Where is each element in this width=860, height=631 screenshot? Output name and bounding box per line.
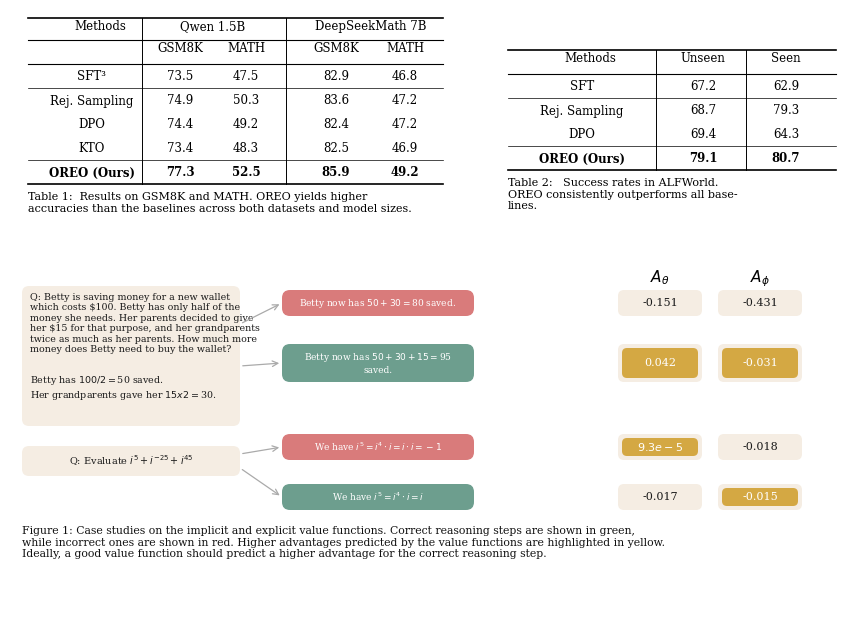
- Text: MATH: MATH: [386, 42, 424, 55]
- Text: 79.1: 79.1: [689, 153, 717, 165]
- FancyBboxPatch shape: [718, 434, 802, 460]
- FancyBboxPatch shape: [22, 286, 240, 426]
- Text: Seen: Seen: [771, 52, 801, 65]
- Text: Q: Evaluate $i^5 + i^{-25} + i^{45}$: Q: Evaluate $i^5 + i^{-25} + i^{45}$: [69, 454, 194, 468]
- Text: OREO (Ours): OREO (Ours): [539, 153, 625, 165]
- Text: 83.6: 83.6: [323, 95, 349, 107]
- Text: Betty has $100/2 = $50 saved.
Her grandparents gave her $15 x 2 = $30.: Betty has $100/2 = $50 saved. Her grandp…: [30, 374, 217, 402]
- FancyBboxPatch shape: [618, 434, 702, 460]
- Text: 74.9: 74.9: [167, 95, 194, 107]
- Text: 74.4: 74.4: [167, 119, 194, 131]
- FancyBboxPatch shape: [722, 488, 798, 506]
- Text: -0.017: -0.017: [642, 492, 678, 502]
- Text: Table 2:   Success rates in ALFWorld.
OREO consistently outperforms all base-
li: Table 2: Success rates in ALFWorld. OREO…: [508, 178, 738, 211]
- Text: Betty now has $50 + 30 = $80 saved.: Betty now has $50 + 30 = $80 saved.: [299, 297, 457, 309]
- FancyBboxPatch shape: [618, 290, 702, 316]
- Text: -0.151: -0.151: [642, 298, 678, 308]
- Text: $A_{\theta}$: $A_{\theta}$: [650, 268, 670, 286]
- Text: KTO: KTO: [79, 143, 105, 155]
- Text: $9.3e-5$: $9.3e-5$: [637, 441, 683, 453]
- Text: -0.031: -0.031: [742, 358, 778, 368]
- FancyBboxPatch shape: [718, 290, 802, 316]
- Text: GSM8K: GSM8K: [313, 42, 359, 55]
- Text: SFT: SFT: [570, 81, 594, 93]
- Text: 52.5: 52.5: [231, 167, 261, 179]
- FancyBboxPatch shape: [22, 446, 240, 476]
- Text: Qwen 1.5B: Qwen 1.5B: [181, 20, 246, 33]
- Text: 68.7: 68.7: [690, 105, 716, 117]
- Text: 80.7: 80.7: [771, 153, 801, 165]
- Text: -0.431: -0.431: [742, 298, 778, 308]
- Text: SFT³: SFT³: [77, 71, 107, 83]
- FancyBboxPatch shape: [718, 344, 802, 382]
- Text: Q: Betty is saving money for a new wallet
which costs $100. Betty has only half : Q: Betty is saving money for a new walle…: [30, 293, 260, 354]
- Text: 50.3: 50.3: [233, 95, 259, 107]
- Text: 64.3: 64.3: [773, 129, 799, 141]
- Text: 82.5: 82.5: [323, 143, 349, 155]
- Text: Figure 1: Case studies on the implicit and explicit value functions. Correct rea: Figure 1: Case studies on the implicit a…: [22, 526, 665, 559]
- Text: 79.3: 79.3: [773, 105, 799, 117]
- FancyBboxPatch shape: [282, 290, 474, 316]
- Text: DeepSeekMath 7B: DeepSeekMath 7B: [315, 20, 427, 33]
- Text: OREO (Ours): OREO (Ours): [49, 167, 135, 179]
- Text: 67.2: 67.2: [690, 81, 716, 93]
- Text: We have $i^5 = i^4 \cdot i = i$: We have $i^5 = i^4 \cdot i = i$: [332, 491, 424, 503]
- Text: 62.9: 62.9: [773, 81, 799, 93]
- Text: Unseen: Unseen: [680, 52, 726, 65]
- Text: MATH: MATH: [227, 42, 265, 55]
- Text: Rej. Sampling: Rej. Sampling: [540, 105, 624, 117]
- Text: 47.2: 47.2: [392, 95, 418, 107]
- FancyBboxPatch shape: [722, 348, 798, 378]
- Text: Rej. Sampling: Rej. Sampling: [51, 95, 133, 107]
- FancyBboxPatch shape: [282, 434, 474, 460]
- FancyBboxPatch shape: [282, 484, 474, 510]
- Text: -0.015: -0.015: [742, 492, 778, 502]
- Text: DPO: DPO: [568, 129, 595, 141]
- Text: 49.2: 49.2: [233, 119, 259, 131]
- Text: DPO: DPO: [78, 119, 106, 131]
- Text: 47.5: 47.5: [233, 71, 259, 83]
- FancyBboxPatch shape: [622, 438, 698, 456]
- Text: 48.3: 48.3: [233, 143, 259, 155]
- Text: 77.3: 77.3: [166, 167, 194, 179]
- FancyBboxPatch shape: [622, 348, 698, 378]
- Text: 69.4: 69.4: [690, 129, 716, 141]
- Text: Methods: Methods: [74, 20, 126, 33]
- Text: 46.9: 46.9: [392, 143, 418, 155]
- Text: Methods: Methods: [564, 52, 616, 65]
- Text: 0.042: 0.042: [644, 358, 676, 368]
- FancyBboxPatch shape: [618, 344, 702, 382]
- FancyBboxPatch shape: [618, 484, 702, 510]
- Text: -0.018: -0.018: [742, 442, 778, 452]
- Text: 46.8: 46.8: [392, 71, 418, 83]
- Text: 82.4: 82.4: [323, 119, 349, 131]
- Text: $A_{\phi}$: $A_{\phi}$: [750, 268, 770, 288]
- Text: 47.2: 47.2: [392, 119, 418, 131]
- Text: 49.2: 49.2: [390, 167, 420, 179]
- Text: GSM8K: GSM8K: [157, 42, 203, 55]
- FancyBboxPatch shape: [282, 344, 474, 382]
- Text: Betty now has $50 + 30 + 15 = $95
saved.: Betty now has $50 + 30 + 15 = $95 saved.: [304, 351, 452, 375]
- Text: 85.9: 85.9: [322, 167, 350, 179]
- FancyBboxPatch shape: [718, 484, 802, 510]
- Text: Table 1:  Results on GSM8K and MATH. OREO yields higher
accuracies than the base: Table 1: Results on GSM8K and MATH. OREO…: [28, 192, 412, 214]
- Text: 73.5: 73.5: [167, 71, 194, 83]
- Text: 73.4: 73.4: [167, 143, 194, 155]
- Text: We have $i^5 = i^4 \cdot i = i \cdot i = -1$: We have $i^5 = i^4 \cdot i = i \cdot i =…: [314, 441, 442, 453]
- Text: 82.9: 82.9: [323, 71, 349, 83]
